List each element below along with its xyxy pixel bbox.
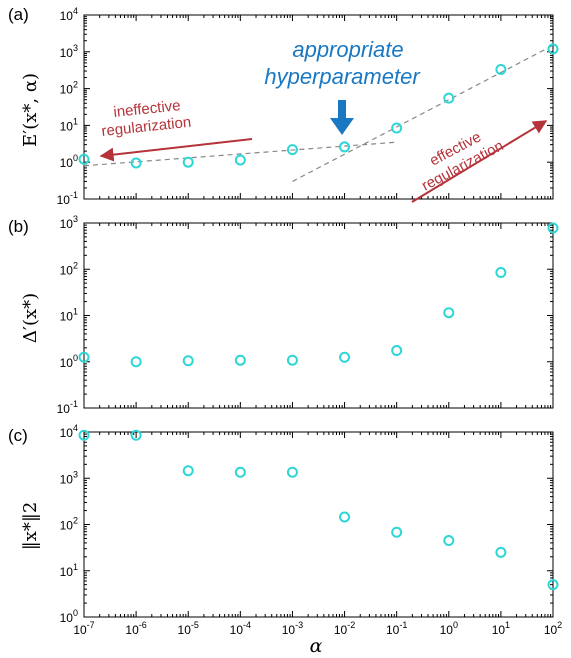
data-point bbox=[443, 92, 455, 104]
x-tick-label: 10-5 bbox=[178, 620, 199, 637]
x-tick-label: 10-4 bbox=[230, 620, 251, 637]
panel-label-a: (a) bbox=[8, 5, 29, 24]
y-tick-label: 103 bbox=[60, 469, 78, 486]
data-point bbox=[547, 579, 559, 591]
arrow-effective bbox=[411, 120, 548, 203]
arrow-ineffective bbox=[99, 138, 253, 162]
data-point bbox=[78, 351, 90, 363]
data-point bbox=[495, 546, 507, 558]
data-point bbox=[339, 141, 351, 153]
plot-frame bbox=[83, 14, 554, 200]
annotation-ineffective: ineffective bbox=[113, 97, 182, 121]
data-point bbox=[182, 156, 194, 168]
annotation-appropriate: appropriate bbox=[292, 37, 403, 62]
panel-a: 10-1 100 101 102 103 104 bbox=[57, 6, 559, 207]
x-tick-label: 102 bbox=[544, 620, 562, 637]
y-axis-label-b: Δ′(x*) bbox=[20, 293, 41, 343]
data-point bbox=[339, 511, 351, 523]
x-tick-label: 10-3 bbox=[282, 620, 303, 637]
data-point bbox=[495, 267, 507, 279]
trend-line bbox=[292, 44, 554, 182]
data-point bbox=[391, 526, 403, 538]
data-point bbox=[547, 43, 559, 55]
annotation-hyperparameter: hyperparameter bbox=[264, 64, 421, 89]
data-point bbox=[286, 466, 298, 478]
trend-line bbox=[83, 141, 397, 167]
data-point bbox=[78, 429, 90, 441]
y-tick-label: 10-1 bbox=[57, 399, 78, 416]
panel-b: 10-1 100 101 102 103 bbox=[57, 214, 559, 416]
y-axis-label-c: ‖x*‖2 bbox=[20, 502, 41, 551]
x-tick-label: 10-6 bbox=[125, 620, 146, 637]
data-point bbox=[182, 355, 194, 367]
y-tick-label: 101 bbox=[60, 307, 78, 324]
y-tick-label: 100 bbox=[60, 353, 78, 370]
x-tick-label: 101 bbox=[492, 620, 510, 637]
annotation-down-arrow bbox=[330, 100, 354, 135]
plot-frame bbox=[83, 431, 554, 618]
y-tick-label: 101 bbox=[60, 116, 78, 133]
data-point bbox=[130, 429, 142, 441]
y-tick-label: 101 bbox=[60, 562, 78, 579]
x-tick-label: 100 bbox=[440, 620, 458, 637]
data-point bbox=[234, 154, 246, 166]
data-point bbox=[495, 64, 507, 76]
panel-label-b: (b) bbox=[8, 217, 29, 236]
data-point bbox=[234, 354, 246, 366]
y-tick-label: 102 bbox=[60, 260, 78, 277]
panel-label-c: (c) bbox=[8, 426, 28, 445]
data-point bbox=[286, 144, 298, 156]
data-point bbox=[182, 465, 194, 477]
y-axis-label-a: E′(x*, α) bbox=[20, 73, 41, 147]
panel-c: 100 101 102 103 104 10-7 10-6 10-5 10-4 10-3 10-2 1… bbox=[60, 423, 563, 637]
data-point bbox=[234, 466, 246, 478]
y-tick-label: 100 bbox=[60, 153, 78, 170]
data-point bbox=[286, 354, 298, 366]
x-tick-label: 10-1 bbox=[386, 620, 407, 637]
data-point bbox=[130, 157, 142, 169]
data-point bbox=[78, 153, 90, 165]
data-point bbox=[443, 307, 455, 319]
x-axis-label: α bbox=[310, 635, 323, 657]
y-tick-label: 104 bbox=[60, 423, 78, 440]
y-tick-label: 103 bbox=[60, 43, 78, 60]
data-point bbox=[443, 535, 455, 547]
x-tick-label: 10-2 bbox=[334, 620, 355, 637]
y-tick-label: 103 bbox=[60, 214, 78, 231]
y-tick-label: 104 bbox=[60, 6, 78, 23]
y-tick-label: 102 bbox=[60, 80, 78, 97]
data-point bbox=[339, 351, 351, 363]
y-tick-label: 100 bbox=[60, 608, 78, 625]
data-point bbox=[391, 345, 403, 357]
data-point bbox=[130, 356, 142, 368]
data-point bbox=[547, 222, 559, 234]
x-tick-label: 10-7 bbox=[73, 620, 94, 637]
y-tick-label: 10-1 bbox=[57, 190, 78, 207]
plot-frame bbox=[83, 222, 554, 409]
data-point bbox=[391, 122, 403, 134]
y-tick-label: 102 bbox=[60, 516, 78, 533]
